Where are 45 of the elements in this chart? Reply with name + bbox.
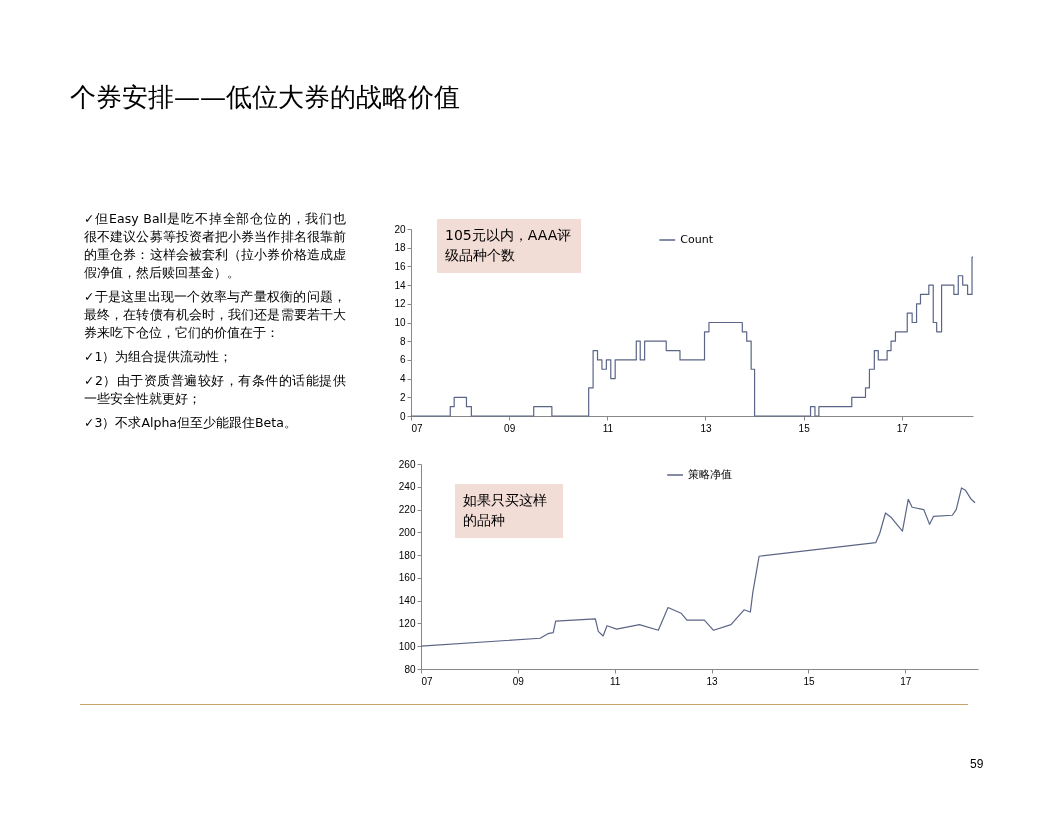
- text: ✓于是这里出现一个效率与产量权衡的问题，最终，在转债有机会时，我们还是需要若干大券来吃下仓位，它们的价值在于：: [84, 288, 346, 342]
- y-tick-label: 8: [399, 335, 406, 347]
- annotation: 105元以内，AAA评级品种个数: [437, 219, 581, 273]
- x-tick-label: 15: [803, 675, 815, 687]
- y-tick-label: 12: [394, 298, 406, 310]
- x-tick-label: 17: [896, 422, 909, 434]
- y-tick-label: 18: [394, 242, 406, 254]
- x-tick-label: 07: [421, 675, 434, 687]
- y-tick-label: 80: [404, 663, 416, 675]
- text: 个券安排——低位大券的战略价值: [70, 81, 460, 114]
- text: 59: [970, 757, 984, 771]
- x-tick-label: 09: [504, 422, 516, 434]
- x-tick-label: 13: [700, 422, 712, 434]
- y-tick-label: 200: [398, 526, 416, 538]
- y-tick-label: 140: [398, 595, 416, 607]
- y-tick-label: 14: [394, 279, 406, 291]
- line-series: [420, 487, 976, 647]
- y-tick-label: 10: [394, 317, 406, 328]
- y-tick-label: 240: [398, 481, 416, 493]
- y-tick-label: 0: [399, 410, 406, 422]
- legend-label: Count: [680, 233, 714, 246]
- y-tick-label: 220: [398, 504, 416, 516]
- x-tick-label: 09: [512, 675, 525, 687]
- annotation: 如果只买这样的品种: [455, 484, 563, 538]
- legend-label: 策略净值: [688, 468, 733, 481]
- y-tick-label: 260: [398, 458, 416, 470]
- y-tick-label: 20: [394, 223, 406, 235]
- text: ✓2）由于资质普遍较好，有条件的话能提供一些安全性就更好；: [84, 372, 346, 408]
- y-tick-label: 2: [399, 391, 406, 403]
- x-tick-label: 07: [411, 422, 424, 434]
- y-tick-label: 180: [398, 549, 416, 561]
- y-tick-label: 100: [398, 640, 416, 652]
- y-tick-label: 4: [399, 373, 406, 385]
- text: ✓3）不求Alpha但至少能跟住Beta。: [84, 414, 298, 432]
- x-tick-label: 11: [610, 675, 621, 687]
- y-tick-label: 6: [399, 354, 406, 366]
- x-tick-label: 17: [900, 675, 912, 687]
- y-tick-label: 16: [394, 260, 406, 272]
- x-tick-label: 11: [602, 422, 614, 434]
- x-tick-label: 15: [798, 422, 811, 434]
- x-tick-label: 13: [706, 675, 719, 687]
- text: ✓1）为组合提供流动性；: [84, 348, 234, 366]
- y-tick-label: 160: [398, 572, 416, 584]
- y-tick-label: 120: [398, 617, 416, 629]
- text: ✓但Easy Ball是吃不掉全部仓位的，我们也很不建议公募等投资者把小券当作排名很靠前的重仓券：这样会被套利（拉小券价格造成虚假净值，然后赎回基金）。: [84, 210, 346, 282]
